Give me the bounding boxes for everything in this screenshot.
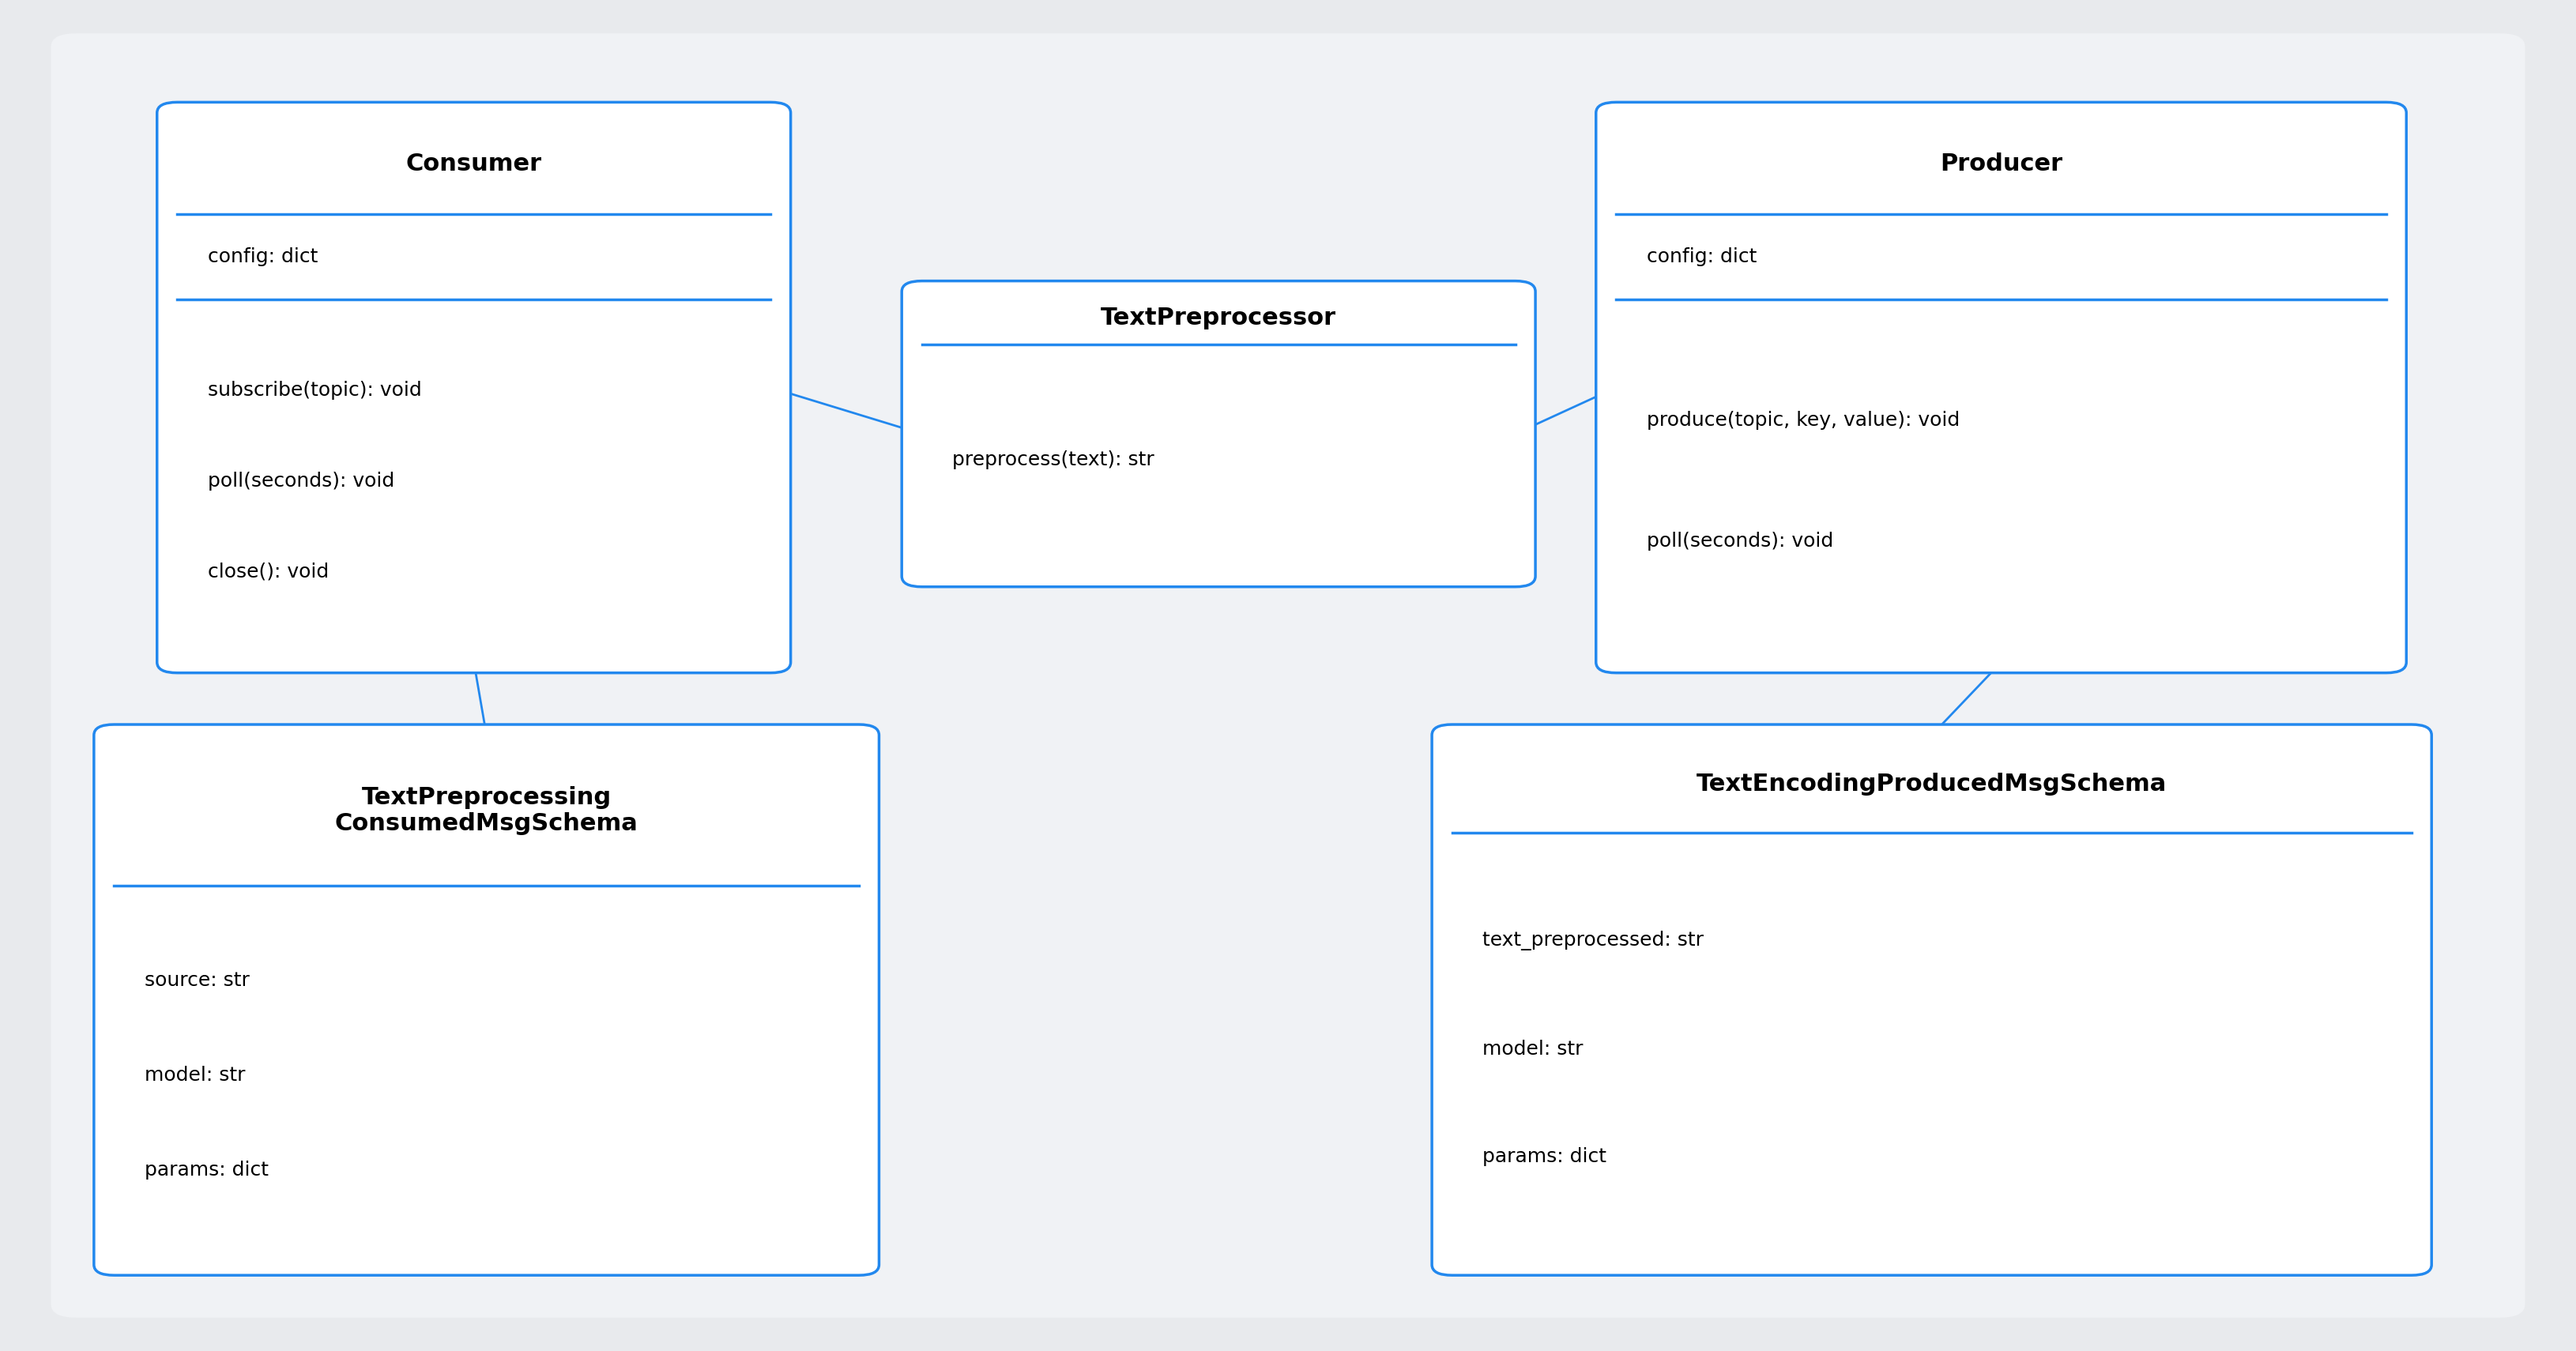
- Text: config: dict: config: dict: [1646, 247, 1757, 266]
- Text: TextPreprocessor: TextPreprocessor: [1100, 307, 1337, 330]
- Text: produce(topic, key, value): void: produce(topic, key, value): void: [1646, 411, 1960, 430]
- Text: model: str: model: str: [1481, 1039, 1584, 1058]
- Text: preprocess(text): str: preprocess(text): str: [953, 451, 1154, 470]
- Text: TextEncodingProducedMsgSchema: TextEncodingProducedMsgSchema: [1698, 773, 2166, 796]
- Text: close(): void: close(): void: [209, 562, 330, 581]
- Text: params: dict: params: dict: [144, 1161, 268, 1179]
- Text: Producer: Producer: [1940, 153, 2063, 176]
- FancyBboxPatch shape: [52, 34, 2524, 1317]
- Text: poll(seconds): void: poll(seconds): void: [209, 471, 394, 490]
- Text: model: str: model: str: [144, 1066, 245, 1085]
- Text: config: dict: config: dict: [209, 247, 317, 266]
- Text: text_preprocessed: str: text_preprocessed: str: [1481, 931, 1703, 951]
- FancyBboxPatch shape: [902, 281, 1535, 586]
- Text: params: dict: params: dict: [1481, 1147, 1607, 1166]
- Text: source: str: source: str: [144, 971, 250, 990]
- Text: TextPreprocessing
ConsumedMsgSchema: TextPreprocessing ConsumedMsgSchema: [335, 786, 639, 835]
- FancyBboxPatch shape: [157, 103, 791, 673]
- Text: subscribe(topic): void: subscribe(topic): void: [209, 381, 422, 400]
- FancyBboxPatch shape: [1432, 724, 2432, 1275]
- Text: poll(seconds): void: poll(seconds): void: [1646, 532, 1834, 551]
- FancyBboxPatch shape: [1597, 103, 2406, 673]
- Text: Consumer: Consumer: [407, 153, 541, 176]
- FancyBboxPatch shape: [93, 724, 878, 1275]
